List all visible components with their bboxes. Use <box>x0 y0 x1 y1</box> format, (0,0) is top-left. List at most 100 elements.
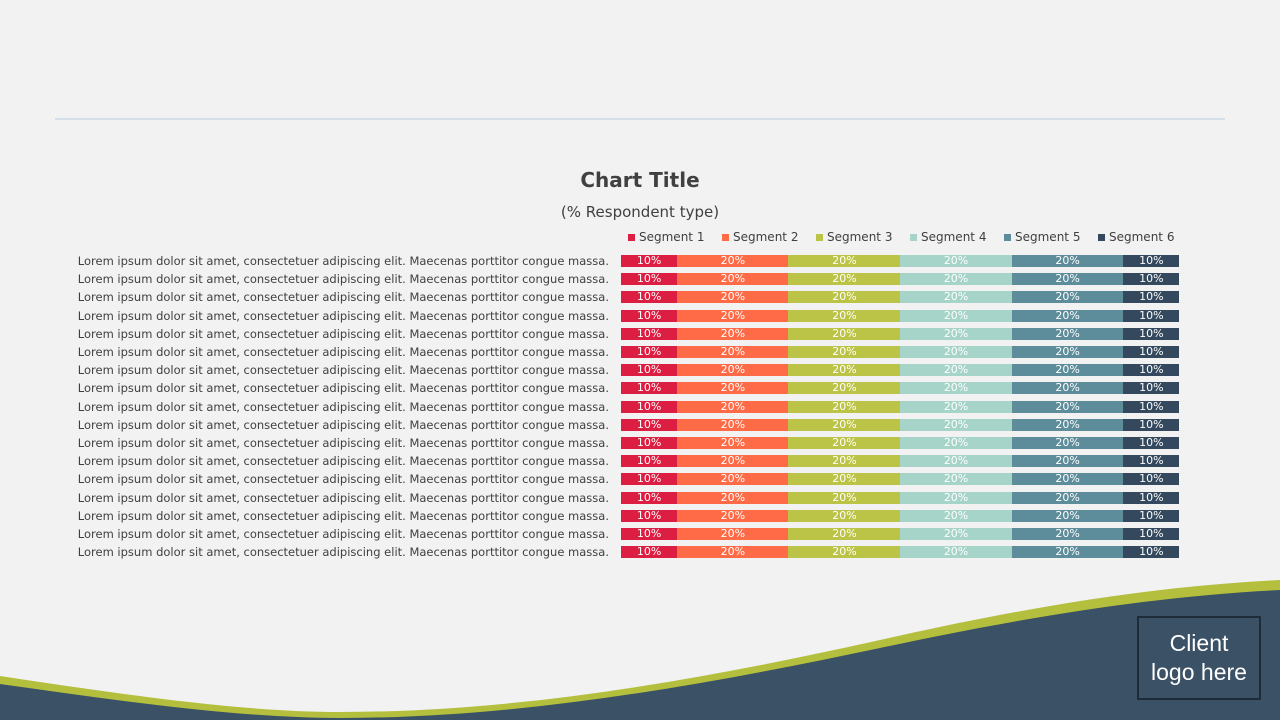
category-label: Lorem ipsum dolor sit amet, consectetuer… <box>77 326 609 341</box>
bar-segment: 20% <box>676 473 789 486</box>
bar-segment: 20% <box>676 418 789 431</box>
bar-segment: 20% <box>900 418 1013 431</box>
bar-segment: 10% <box>1123 309 1180 322</box>
bar-segment: 20% <box>676 364 789 377</box>
bar-segment: 10% <box>1123 273 1180 286</box>
legend-label: Segment 1 <box>639 230 705 244</box>
bar-segment: 20% <box>1011 491 1124 504</box>
bar-segment: 10% <box>621 455 678 468</box>
bar-segment: 20% <box>1011 364 1124 377</box>
bar-segment: 10% <box>621 291 678 304</box>
bar-segment: 20% <box>1011 255 1124 267</box>
bar-segment: 10% <box>621 364 678 377</box>
chart-legend: Segment 1 Segment 2 Segment 3 Segment 4 Segm… <box>622 230 1182 248</box>
bar-segment: 10% <box>1123 528 1180 540</box>
bar-segment: 10% <box>1123 546 1180 559</box>
bar-segment: 10% <box>1123 509 1180 522</box>
bar-segment: 20% <box>1011 528 1124 540</box>
category-label: Lorem ipsum dolor sit amet, consectetuer… <box>77 399 609 414</box>
category-label: Lorem ipsum dolor sit amet, consectetuer… <box>77 527 609 541</box>
bar-segment: 10% <box>1123 437 1180 449</box>
bar-segment: 20% <box>1011 327 1124 340</box>
bar-segment: 20% <box>1011 546 1124 559</box>
category-label: Lorem ipsum dolor sit amet, consectetuer… <box>77 381 609 396</box>
bar-segment: 20% <box>900 437 1013 449</box>
header-rule <box>55 118 1225 120</box>
category-label: Lorem ipsum dolor sit amet, consectetuer… <box>77 254 609 268</box>
bar-segment: 10% <box>621 491 678 504</box>
bar-segment: 20% <box>1011 382 1124 395</box>
bar-segment: 10% <box>621 528 678 540</box>
bar-segment: 20% <box>900 509 1013 522</box>
bar-segment: 20% <box>1011 291 1124 304</box>
bar-segment: 20% <box>788 273 901 286</box>
bar-segment: 20% <box>900 255 1013 267</box>
bar-segment: 10% <box>1123 473 1180 486</box>
bar-segment: 20% <box>788 491 901 504</box>
bar-segment: 20% <box>788 528 901 540</box>
wave-dark <box>0 590 1280 720</box>
bar-segment: 20% <box>1011 455 1124 468</box>
bar-segment: 20% <box>788 346 901 358</box>
category-label: Lorem ipsum dolor sit amet, consectetuer… <box>77 417 609 432</box>
legend-swatch <box>816 233 823 241</box>
bar-segment: 10% <box>621 346 678 358</box>
legend-swatch <box>1098 233 1105 241</box>
legend-label: Segment 3 <box>827 230 893 244</box>
bar-segment: 20% <box>900 327 1013 340</box>
bar-segment: 10% <box>621 273 678 286</box>
chart-title: Chart Title <box>580 168 700 192</box>
bar-segment: 20% <box>1011 418 1124 431</box>
bar-segment: 20% <box>900 455 1013 468</box>
category-label: Lorem ipsum dolor sit amet, consectetuer… <box>77 345 609 359</box>
bar-segment: 20% <box>788 473 901 486</box>
bar-segment: 20% <box>788 509 901 522</box>
logo-line-1: Client <box>1169 630 1229 656</box>
category-label: Lorem ipsum dolor sit amet, consectetuer… <box>77 363 609 378</box>
category-label: Lorem ipsum dolor sit amet, consectetuer… <box>77 472 609 487</box>
bar-segment: 20% <box>900 400 1013 413</box>
bar-segment: 10% <box>621 327 678 340</box>
bar-segment: 20% <box>676 528 789 540</box>
category-label: Lorem ipsum dolor sit amet, consectetuer… <box>77 290 609 305</box>
bar-segment: 10% <box>1123 364 1180 377</box>
bar-segment: 20% <box>676 327 789 340</box>
bar-segment: 20% <box>1011 273 1124 286</box>
bar-segment: 20% <box>676 546 789 559</box>
client-logo-placeholder: Client logo here <box>1137 616 1261 700</box>
legend-label: Segment 4 <box>921 230 987 244</box>
bar-segment: 20% <box>900 273 1013 286</box>
bar-segment: 20% <box>1011 509 1124 522</box>
legend-label: Segment 5 <box>1015 230 1081 244</box>
legend-swatch <box>628 233 635 241</box>
bar-segment: 20% <box>788 291 901 304</box>
bar-segment: 20% <box>1011 346 1124 358</box>
bar-segment: 20% <box>1011 473 1124 486</box>
bar-segment: 20% <box>900 546 1013 559</box>
bar-segment: 20% <box>788 382 901 395</box>
bar-segment: 20% <box>676 382 789 395</box>
bar-segment: 20% <box>676 400 789 413</box>
bar-segment: 20% <box>676 346 789 358</box>
bar-segment: 10% <box>621 509 678 522</box>
legend-label: Segment 6 <box>1109 230 1175 244</box>
bar-segment: 10% <box>621 418 678 431</box>
bar-segment: 20% <box>788 400 901 413</box>
bar-segment: 20% <box>900 473 1013 486</box>
bar-segment: 10% <box>621 309 678 322</box>
bar-segment: 20% <box>900 528 1013 540</box>
legend-item-6: Segment 6 <box>1098 230 1174 244</box>
bar-segment: 20% <box>900 291 1013 304</box>
legend-item-3: Segment 3 <box>816 230 892 244</box>
bar-segment: 10% <box>621 437 678 449</box>
category-label: Lorem ipsum dolor sit amet, consectetuer… <box>77 272 609 287</box>
legend-item-4: Segment 4 <box>910 230 986 244</box>
legend-label: Segment 2 <box>733 230 799 244</box>
bar-segment: 20% <box>788 418 901 431</box>
bar-segment: 20% <box>1011 309 1124 322</box>
bar-segment: 20% <box>900 491 1013 504</box>
bar-segment: 10% <box>621 255 678 267</box>
bar-segment: 20% <box>676 509 789 522</box>
